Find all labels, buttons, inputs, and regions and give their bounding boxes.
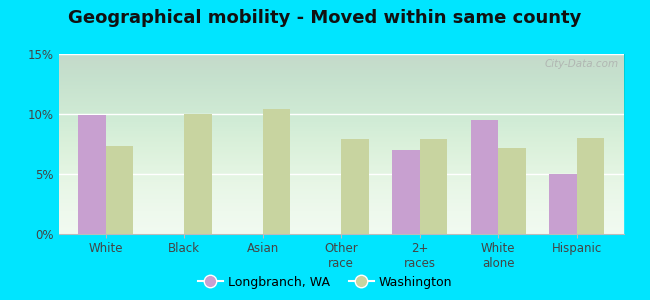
Bar [78, 115, 105, 234]
Text: Geographical mobility - Moved within same county: Geographical mobility - Moved within sam… [68, 9, 582, 27]
Bar [105, 146, 133, 234]
Bar [577, 138, 605, 234]
Legend: Longbranch, WA, Washington: Longbranch, WA, Washington [193, 271, 457, 294]
Bar [420, 139, 447, 234]
Bar [184, 114, 212, 234]
Bar [341, 139, 369, 234]
Bar [263, 109, 290, 234]
Text: City-Data.com: City-Data.com [544, 59, 618, 69]
Bar [499, 148, 526, 234]
Bar [471, 120, 499, 234]
Bar [549, 174, 577, 234]
Bar [393, 150, 420, 234]
